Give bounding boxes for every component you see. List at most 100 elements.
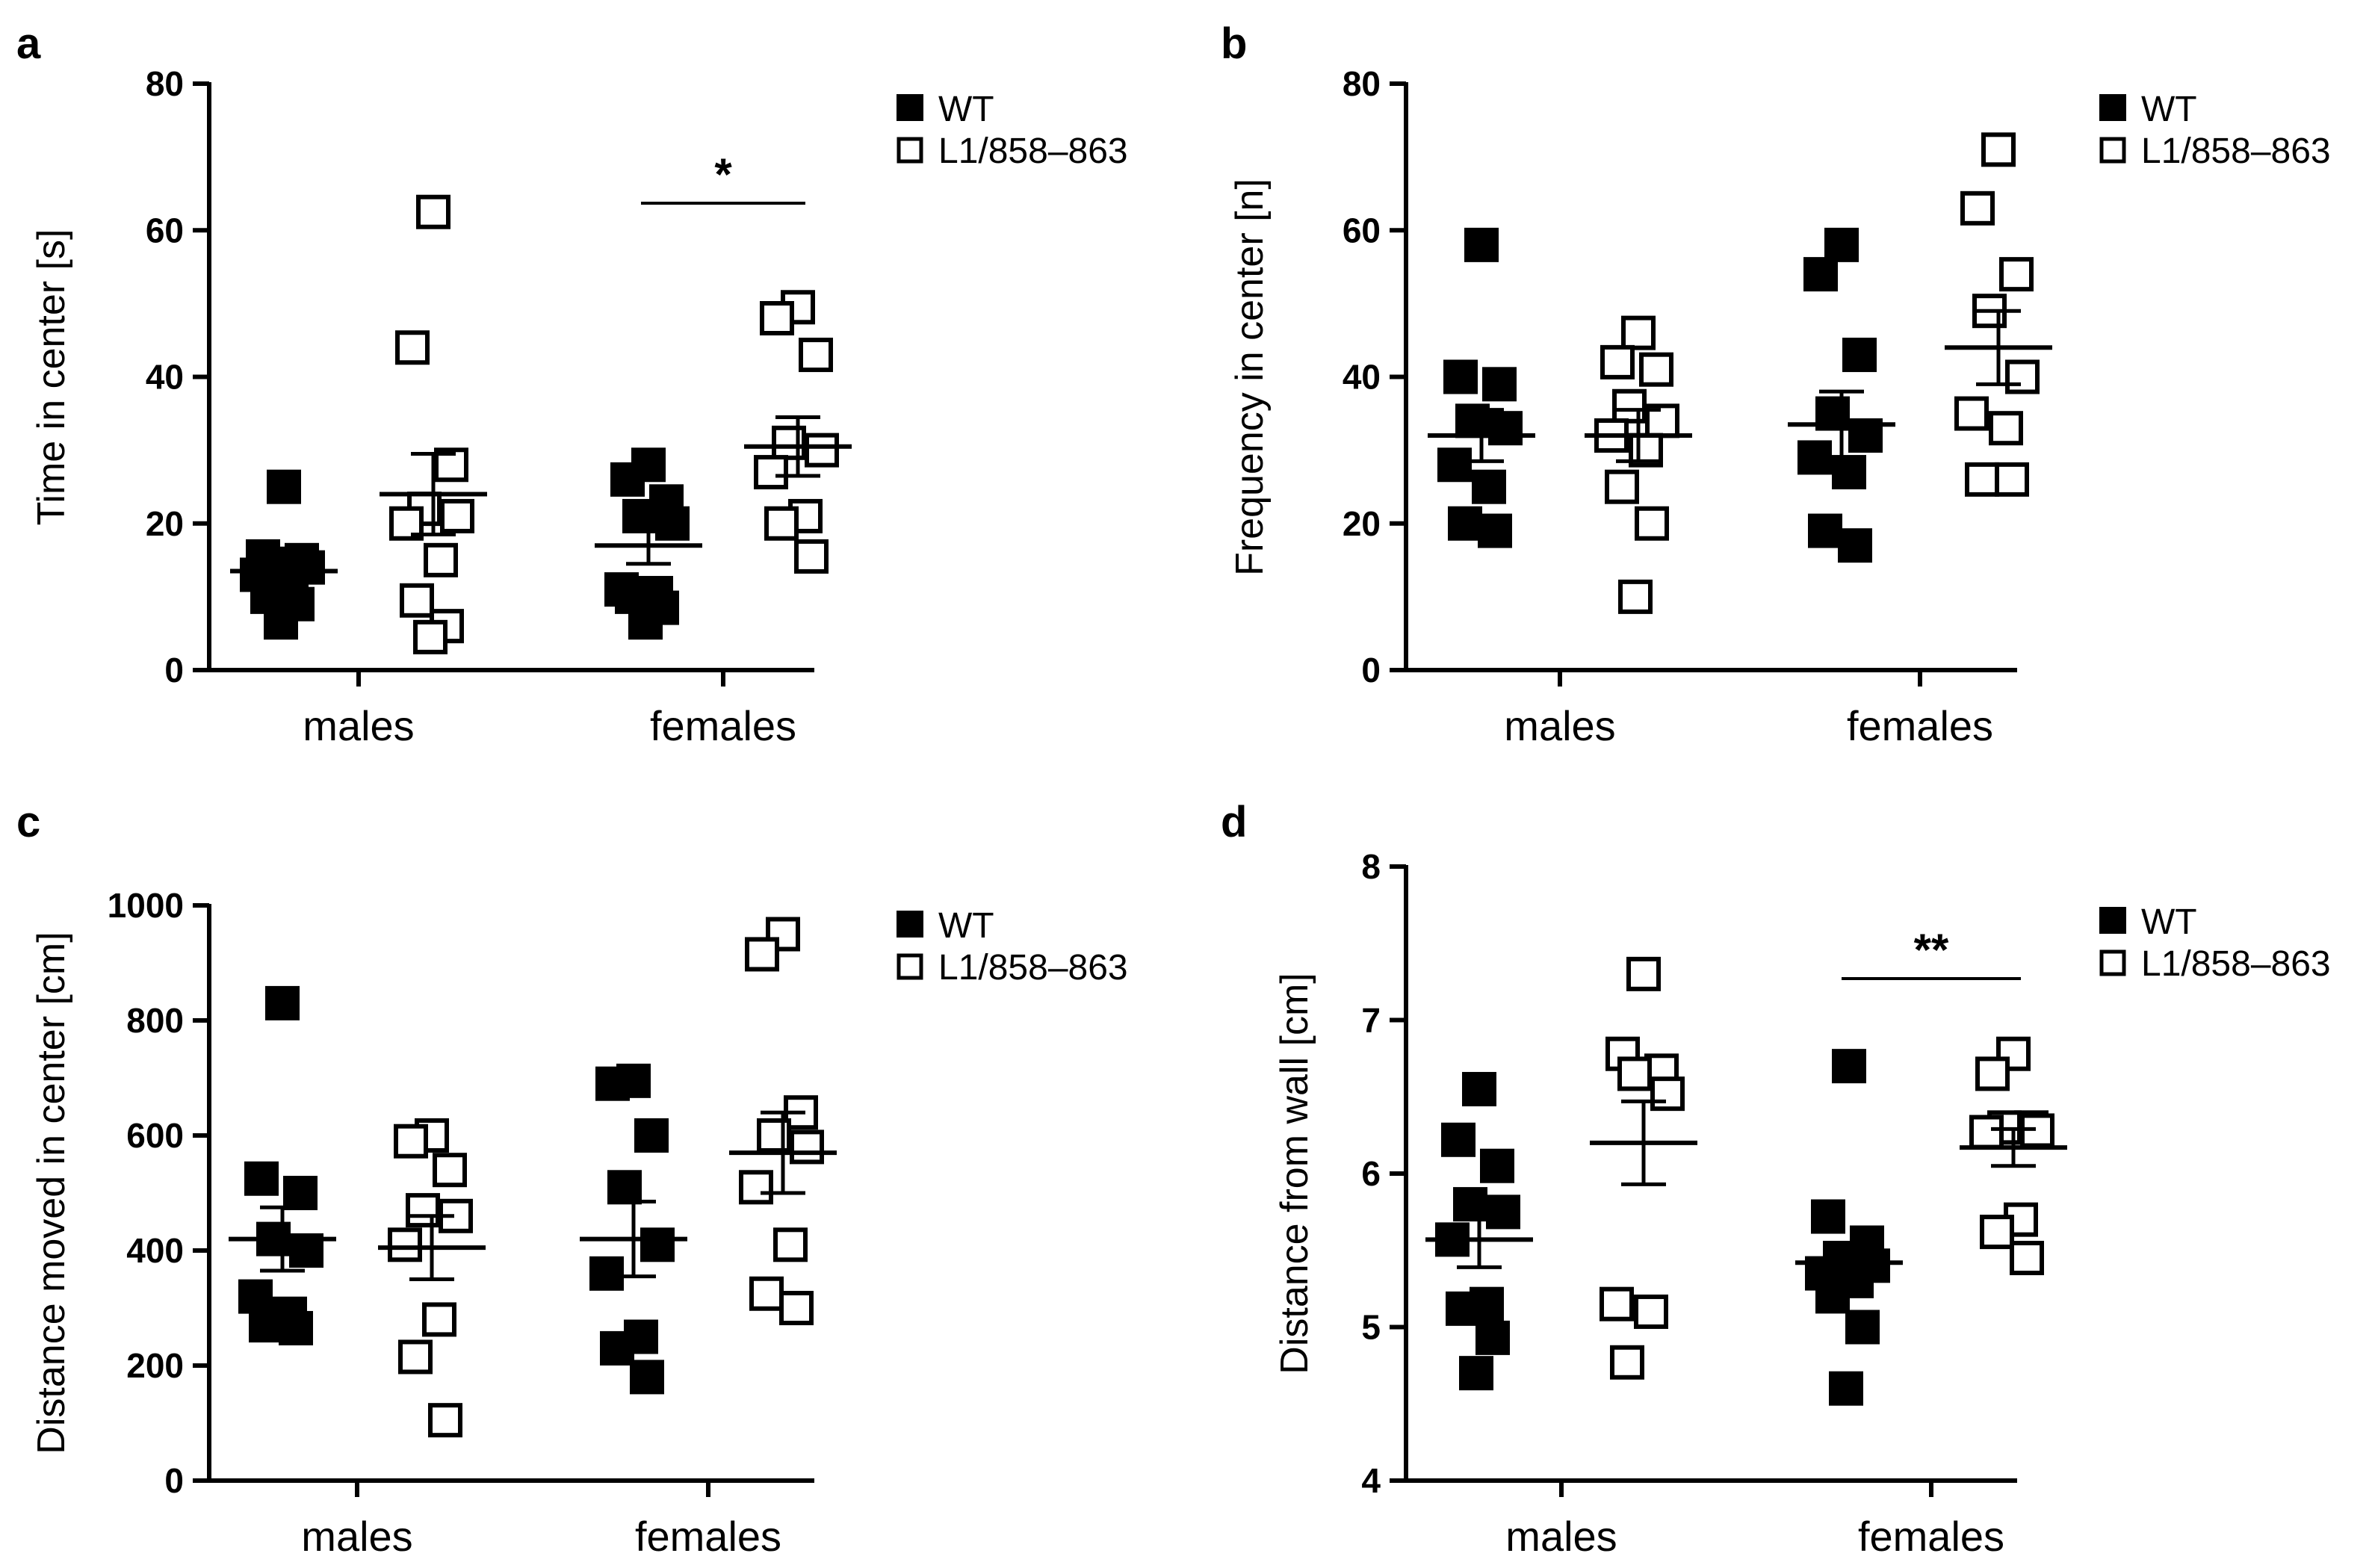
legend-mutant-swatch xyxy=(2099,137,2126,164)
mutant-data-point xyxy=(1610,1345,1644,1380)
mutant-data-point xyxy=(1634,1294,1668,1329)
y-tick-label: 6 xyxy=(1361,1154,1381,1193)
mutant-data-point xyxy=(413,619,448,654)
wt-data-point xyxy=(628,605,663,640)
y-axis-title: Time in center [s] xyxy=(30,229,73,526)
y-tick-label: 0 xyxy=(164,1461,184,1500)
mutant-data-point xyxy=(1617,1056,1652,1091)
wt-data-point xyxy=(1808,513,1842,548)
mutant-data-point xyxy=(1965,462,1999,497)
wt-data-point xyxy=(1459,1356,1493,1391)
legend-mutant-label: L1/858–863 xyxy=(938,948,1128,988)
x-category-label: females xyxy=(1858,1513,2004,1560)
mutant-data-point xyxy=(1600,1286,1634,1321)
mutant-data-point xyxy=(1995,462,2029,497)
mutant-data-point xyxy=(388,1227,422,1262)
mutant-data-point xyxy=(422,1302,456,1337)
mutant-data-point xyxy=(754,455,788,490)
wt-data-point xyxy=(1475,1320,1510,1355)
mutant-data-point xyxy=(794,539,829,574)
y-tick-label: 400 xyxy=(126,1231,184,1270)
mutant-data-point xyxy=(395,330,430,365)
legend-mutant-swatch xyxy=(897,953,923,980)
panel-a: a 0 20 40 60 80 males females Time in center [s]… xyxy=(16,19,1128,749)
wt-data-point xyxy=(1453,1187,1487,1222)
y-tick-label: 1000 xyxy=(108,886,184,925)
mutant-data-point xyxy=(2010,1241,2044,1276)
wt-data-point xyxy=(238,1279,273,1314)
mutant-data-point xyxy=(400,583,434,618)
mutant-data-point xyxy=(1626,956,1661,991)
y-tick-label: 20 xyxy=(146,504,184,543)
wt-data-point xyxy=(1842,338,1877,373)
mutant-data-point xyxy=(745,937,779,972)
y-tick-label: 0 xyxy=(1361,651,1381,690)
legend-wt-swatch xyxy=(897,911,923,938)
mutant-data-point xyxy=(1605,469,1639,504)
mutant-data-point xyxy=(2005,359,2040,394)
mutant-data-point xyxy=(1954,396,1989,431)
wt-data-point xyxy=(1824,227,1859,262)
y-tick-label: 40 xyxy=(146,358,184,397)
wt-data-point xyxy=(1838,528,1872,563)
panel-letter: a xyxy=(16,19,41,68)
y-tick-label: 60 xyxy=(1343,211,1381,250)
y-tick-label: 600 xyxy=(126,1116,184,1155)
legend-wt-swatch xyxy=(2099,907,2126,934)
y-tick-label: 7 xyxy=(1361,1001,1381,1040)
significance-label: ** xyxy=(1914,925,1949,975)
wt-data-point xyxy=(589,1256,624,1291)
y-axis-title: Distance from wall [cm] xyxy=(1273,973,1316,1374)
y-axis-title: Frequency in center [n] xyxy=(1228,179,1272,576)
wt-data-point xyxy=(655,506,690,541)
wt-data-point xyxy=(1480,1148,1514,1183)
mutant-data-point xyxy=(1969,1115,2004,1150)
wt-data-point xyxy=(267,469,301,504)
mutant-data-point xyxy=(406,1193,440,1228)
legend-wt-label: WT xyxy=(2141,902,2197,942)
mutant-data-point xyxy=(749,1276,784,1311)
mutant-data-point xyxy=(766,917,800,952)
x-category-label: females xyxy=(1847,702,1993,749)
panel-letter: d xyxy=(1221,798,1247,846)
mutant-data-point xyxy=(1635,506,1669,541)
legend-mutant-swatch xyxy=(2099,949,2126,976)
wt-data-point xyxy=(1488,411,1523,446)
wt-data-point xyxy=(630,1360,664,1395)
wt-data-point xyxy=(1832,455,1866,490)
legend-mutant-label: L1/858–863 xyxy=(938,131,1128,171)
wt-data-point xyxy=(595,1066,630,1101)
wt-data-point xyxy=(249,1308,283,1343)
wt-data-point xyxy=(264,605,298,640)
panel-c: c 0 200 400 600 800 1000 males females Distance m… xyxy=(16,798,1128,1560)
mutant-data-point xyxy=(760,301,794,335)
wt-data-point xyxy=(1443,359,1478,394)
legend-mutant-label: L1/858–863 xyxy=(2141,944,2331,984)
wt-data-point xyxy=(1845,1310,1880,1345)
wt-data-point xyxy=(1437,447,1472,483)
mutant-data-point xyxy=(1981,132,2016,167)
mutant-data-point xyxy=(790,1129,824,1165)
x-category-label: males xyxy=(1504,702,1615,749)
wt-data-point xyxy=(634,1118,669,1153)
y-tick-label: 20 xyxy=(1343,504,1381,543)
mutant-data-point xyxy=(773,1227,808,1262)
mutant-data-point xyxy=(428,1403,462,1438)
wt-data-point xyxy=(600,1330,634,1366)
wt-data-point xyxy=(640,1227,675,1262)
wt-data-point xyxy=(283,1176,318,1210)
mutant-data-point xyxy=(424,542,458,577)
legend-wt-label: WT xyxy=(938,90,994,129)
legend-mutant-label: L1/858–863 xyxy=(2141,131,2331,171)
mutant-data-point xyxy=(1600,344,1635,379)
wt-data-point xyxy=(1811,1199,1845,1234)
legend-wt-swatch xyxy=(2099,94,2126,121)
y-tick-label: 4 xyxy=(1361,1461,1381,1500)
mutant-data-point xyxy=(433,1153,467,1188)
x-category-label: males xyxy=(303,702,414,749)
mutant-data-point xyxy=(1621,315,1656,350)
panel-b: b 0 20 40 60 80 males females Frequency in cente… xyxy=(1221,19,2331,749)
mutant-data-point xyxy=(739,1170,773,1205)
wt-data-point xyxy=(610,462,645,497)
